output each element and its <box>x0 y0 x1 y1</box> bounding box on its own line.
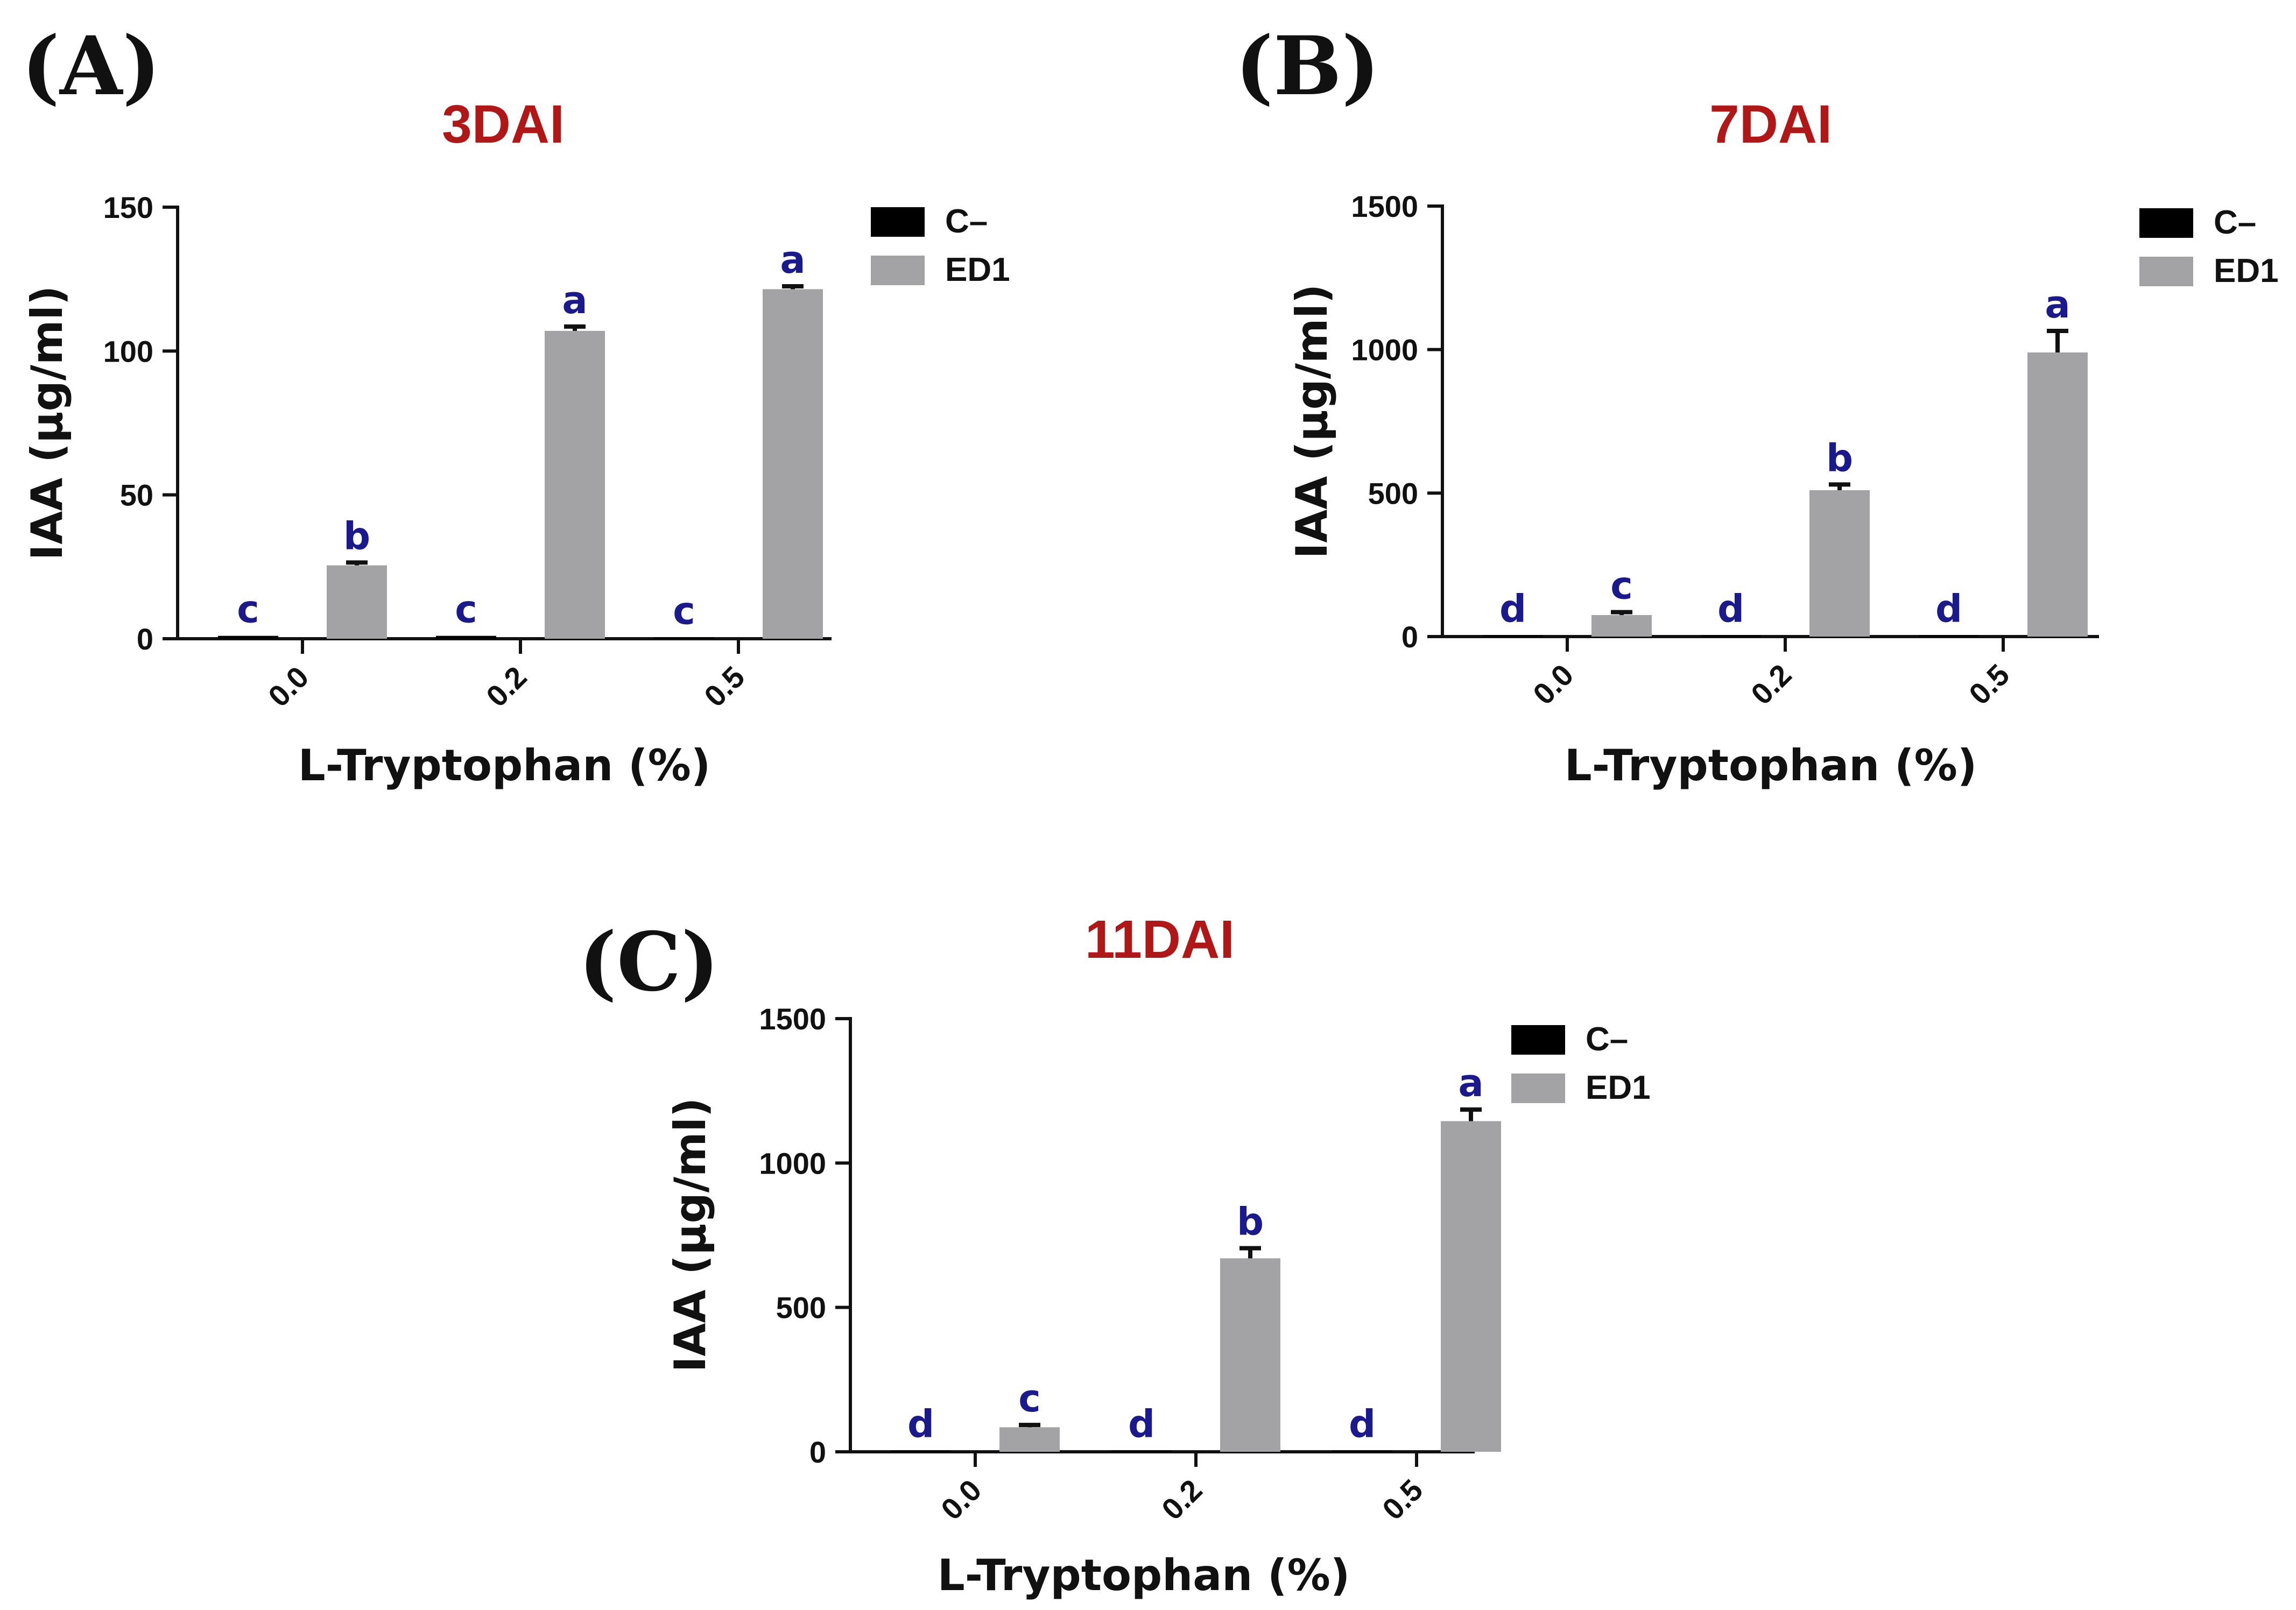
bar-ED1-0.0 <box>999 1427 1060 1452</box>
chart-title: 11DAI <box>1085 909 1235 970</box>
legend-label: ED1 <box>2214 252 2279 289</box>
y-tick-label: 0 <box>137 622 153 656</box>
legend-swatch <box>1511 1074 1565 1103</box>
x-tick-label: 0.5 <box>1376 1473 1429 1527</box>
x-tick-label: 0.5 <box>698 660 751 714</box>
x-tick-label: 0.2 <box>1744 658 1798 711</box>
significance-label: a <box>780 238 805 282</box>
bar-C-0.0 <box>891 1450 951 1452</box>
bar-C-0.2 <box>1701 635 1761 637</box>
panel-letter: (C) <box>579 915 719 1009</box>
significance-label: d <box>1349 1402 1376 1446</box>
y-tick-label: 150 <box>103 190 153 224</box>
significance-label: a <box>2045 283 2070 327</box>
x-tick-label: 0.5 <box>1962 658 2016 711</box>
significance-label: b <box>1826 436 1853 480</box>
significance-label: a <box>562 278 587 322</box>
bar-C-0.5 <box>1332 1450 1392 1452</box>
significance-label: d <box>907 1402 934 1446</box>
y-tick-label: 100 <box>103 334 153 368</box>
bar-ED1-0.2 <box>1809 490 1870 637</box>
significance-label: b <box>1237 1200 1264 1244</box>
y-axis-label: IAA (µg/ml) <box>1287 284 1337 559</box>
panel-letter: (A) <box>22 19 160 114</box>
y-tick-label: 500 <box>776 1291 826 1325</box>
chart-title: 3DAI <box>442 94 565 154</box>
y-tick-label: 1500 <box>759 1002 826 1036</box>
bar-ED1-0.2 <box>545 330 605 639</box>
significance-label: d <box>1935 587 1962 631</box>
significance-label: c <box>1018 1376 1041 1421</box>
legend-label: C– <box>2214 204 2256 241</box>
significance-label: c <box>237 588 259 632</box>
bar-ED1-0.0 <box>1591 615 1652 637</box>
legend-swatch <box>871 256 925 285</box>
legend-label: C– <box>1586 1021 1628 1058</box>
legend-swatch <box>1511 1025 1565 1055</box>
x-tick-label: 0.0 <box>1526 658 1580 711</box>
x-tick-label: 0.2 <box>480 660 533 714</box>
x-axis-label: L-Tryptophan (%) <box>298 740 711 790</box>
x-tick-label: 0.0 <box>262 660 315 714</box>
chart-panel-3: (C) 11DAI 0 500 1000 1500 IAA (µg/ml) L-Tryptop… <box>579 909 1651 1600</box>
bar-ED1-0.0 <box>327 565 387 639</box>
significance-label: a <box>1458 1061 1483 1105</box>
bar-C-0.2 <box>1111 1450 1172 1452</box>
significance-label: d <box>1128 1402 1155 1446</box>
significance-label: c <box>673 589 695 633</box>
significance-label: c <box>1610 564 1633 608</box>
bar-ED1-0.5 <box>763 289 823 639</box>
bar-C-0.2 <box>436 635 496 639</box>
bar-ED1-0.2 <box>1220 1258 1280 1452</box>
y-tick-label: 1500 <box>1351 189 1418 223</box>
x-axis-label: L-Tryptophan (%) <box>938 1550 1350 1600</box>
bar-C-0.0 <box>1483 635 1543 637</box>
bar-C-0.5 <box>1919 635 1979 637</box>
significance-label: b <box>343 514 370 558</box>
bar-C-0.0 <box>218 635 278 639</box>
y-tick-label: 1000 <box>759 1146 826 1180</box>
chart-title: 7DAI <box>1709 94 1832 154</box>
panel-letter: (B) <box>1235 19 1380 114</box>
legend-swatch <box>2139 208 2193 238</box>
legend-label: C– <box>945 203 988 240</box>
x-tick-label: 0.0 <box>934 1473 988 1527</box>
y-axis-label: IAA (µg/ml) <box>665 1098 715 1373</box>
y-tick-label: 0 <box>809 1435 826 1469</box>
x-axis-label: L-Tryptophan (%) <box>1565 740 1977 790</box>
y-axis-label: IAA (µg/ml) <box>22 286 72 561</box>
chart-panel-1: (A) 3DAI 0 50 100 150 IAA (µg/ml) L-Tryptophan … <box>22 19 1010 790</box>
chart-panel-2: (B) 7DAI 0 500 1000 1500 IAA (µg/ml) L-Tryptoph… <box>1235 19 2279 790</box>
y-tick-label: 1000 <box>1351 333 1418 367</box>
y-tick-label: 50 <box>120 478 153 512</box>
legend-swatch <box>871 207 925 237</box>
significance-label: c <box>455 588 477 632</box>
significance-label: d <box>1499 587 1526 631</box>
legend-label: ED1 <box>1586 1069 1651 1106</box>
bar-C-0.5 <box>654 637 714 639</box>
y-tick-label: 500 <box>1368 476 1418 510</box>
legend-label: ED1 <box>945 251 1010 288</box>
bar-ED1-0.5 <box>2027 352 2088 637</box>
x-tick-label: 0.2 <box>1155 1473 1209 1527</box>
legend-swatch <box>2139 257 2193 286</box>
significance-label: d <box>1717 587 1744 631</box>
y-tick-label: 0 <box>1401 620 1418 654</box>
bar-ED1-0.5 <box>1441 1121 1501 1452</box>
